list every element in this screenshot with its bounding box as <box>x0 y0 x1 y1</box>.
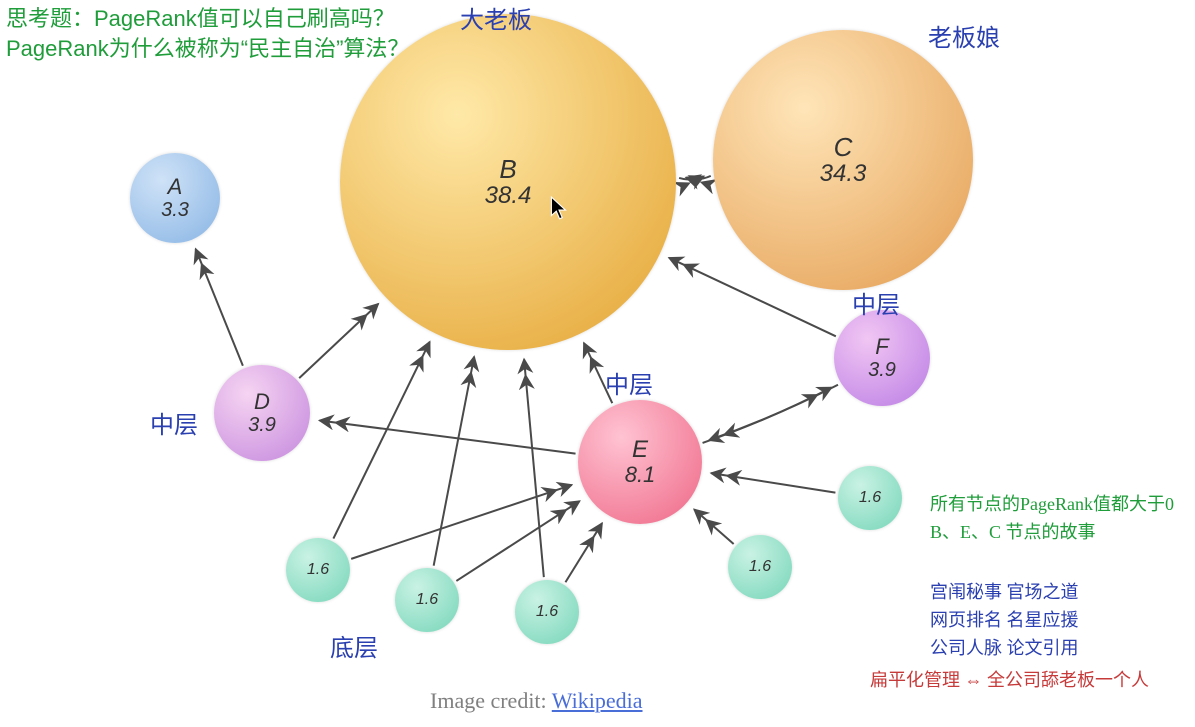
edge-G1-E <box>351 485 572 559</box>
node-value: 34.3 <box>820 161 867 187</box>
edge-G3-B <box>524 359 544 577</box>
node-value: 1.6 <box>859 489 881 507</box>
edge-D-B <box>299 304 378 378</box>
annot-blue-l1: 宫闱秘事 官场之道 <box>930 578 1079 604</box>
annot-mid-d: 中层 <box>150 405 198 440</box>
node-label: D <box>254 390 270 414</box>
node-g2: 1.6 <box>395 568 459 632</box>
node-a: A3.3 <box>130 153 220 243</box>
annot-blue-l2: 网页排名 名星应援 <box>930 606 1079 632</box>
node-g3: 1.6 <box>515 580 579 644</box>
edge-G5-E <box>711 473 835 492</box>
annot-boss-wife: 老板娘 <box>928 18 1000 53</box>
edge-B-C <box>679 176 704 179</box>
edge-E-D <box>320 420 576 453</box>
edge-G2-E <box>456 501 579 581</box>
annot-mid-e: 中层 <box>605 365 653 400</box>
node-value: 8.1 <box>625 463 656 487</box>
node-value: 38.4 <box>485 183 532 209</box>
node-value: 3.9 <box>868 359 896 381</box>
node-label: A <box>168 175 183 199</box>
edge-F-E <box>709 385 838 440</box>
node-label: F <box>875 335 888 359</box>
edge-G1-B <box>333 342 429 539</box>
green-q1: 思考题：PageRank值可以自己刷高吗？ <box>6 4 395 34</box>
node-b: B38.4 <box>340 14 676 350</box>
edge-C-B <box>686 176 711 179</box>
node-g5: 1.6 <box>838 466 902 530</box>
green-q2: PageRank为什么被称为“民主自治”算法？ <box>6 34 409 64</box>
edge-G2-B <box>434 357 474 566</box>
edge-D-A <box>196 249 243 366</box>
edge-E-F <box>703 388 832 443</box>
annot-green-n1: 所有节点的PageRank值都大于0 <box>930 490 1174 516</box>
node-label: C <box>834 133 853 162</box>
node-label: B <box>499 155 516 184</box>
node-value: 3.3 <box>161 199 189 221</box>
node-value: 1.6 <box>749 558 771 576</box>
wikipedia-link[interactable]: Wikipedia <box>552 688 643 713</box>
annot-blue-l3: 公司人脉 论文引用 <box>930 634 1079 660</box>
node-e: E8.1 <box>578 400 702 524</box>
node-value: 1.6 <box>536 603 558 621</box>
mouse-cursor-icon <box>550 196 568 222</box>
node-f: F3.9 <box>834 310 930 406</box>
annot-red-line: 扁平化管理 ⇔ 全公司舔老板一个人 <box>870 666 1149 692</box>
annot-big-boss: 大老板 <box>460 0 532 35</box>
annot-green-n2: B、E、C 节点的故事 <box>930 518 1096 544</box>
node-c: C34.3 <box>713 30 973 290</box>
pagerank-diagram: { "diagram": { "type": "network", "backg… <box>0 0 1195 727</box>
node-value: 1.6 <box>416 591 438 609</box>
node-g1: 1.6 <box>286 538 350 602</box>
node-label: E <box>632 437 648 463</box>
annot-mid-f: 中层 <box>852 285 900 320</box>
credit-prefix: Image credit: <box>430 688 552 713</box>
node-d: D3.9 <box>214 365 310 461</box>
image-credit: Image credit: Wikipedia <box>430 688 643 714</box>
edge-G4-E <box>694 509 733 544</box>
annot-bottom: 底层 <box>330 628 378 663</box>
node-value: 1.6 <box>307 561 329 579</box>
node-value: 3.9 <box>248 414 276 436</box>
node-g4: 1.6 <box>728 535 792 599</box>
edge-G3-E <box>565 523 602 582</box>
